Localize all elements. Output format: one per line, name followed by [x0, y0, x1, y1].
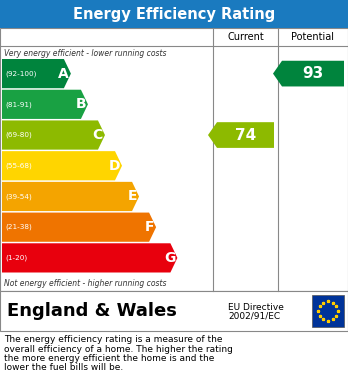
Polygon shape — [2, 90, 88, 119]
Text: (55-68): (55-68) — [5, 163, 32, 169]
Text: overall efficiency of a home. The higher the rating: overall efficiency of a home. The higher… — [4, 344, 233, 353]
Polygon shape — [2, 59, 71, 88]
Text: B: B — [75, 97, 86, 111]
Polygon shape — [2, 120, 105, 150]
Text: (69-80): (69-80) — [5, 132, 32, 138]
Bar — [312, 295, 344, 327]
Polygon shape — [2, 243, 177, 273]
Text: D: D — [109, 159, 120, 173]
Text: Not energy efficient - higher running costs: Not energy efficient - higher running co… — [4, 279, 166, 288]
Bar — [0, 28, 348, 291]
Text: G: G — [164, 251, 175, 265]
Text: EU Directive: EU Directive — [228, 303, 284, 312]
Text: the more energy efficient the home is and the: the more energy efficient the home is an… — [4, 354, 214, 363]
Text: C: C — [93, 128, 103, 142]
Polygon shape — [2, 182, 139, 211]
Text: A: A — [58, 66, 69, 81]
Text: 74: 74 — [235, 127, 256, 143]
Text: Energy Efficiency Rating: Energy Efficiency Rating — [73, 7, 275, 22]
Text: The energy efficiency rating is a measure of the: The energy efficiency rating is a measur… — [4, 335, 222, 344]
Text: lower the fuel bills will be.: lower the fuel bills will be. — [4, 364, 123, 373]
Bar — [0, 291, 348, 331]
Text: (81-91): (81-91) — [5, 101, 32, 108]
Polygon shape — [2, 213, 156, 242]
Polygon shape — [2, 151, 122, 180]
Text: (92-100): (92-100) — [5, 70, 37, 77]
Polygon shape — [208, 122, 274, 148]
Text: (21-38): (21-38) — [5, 224, 32, 230]
Text: Current: Current — [227, 32, 264, 42]
Text: E: E — [128, 190, 137, 203]
Text: England & Wales: England & Wales — [7, 302, 177, 320]
Text: 2002/91/EC: 2002/91/EC — [228, 312, 280, 321]
Text: F: F — [145, 220, 154, 234]
Text: (39-54): (39-54) — [5, 193, 32, 200]
Text: Very energy efficient - lower running costs: Very energy efficient - lower running co… — [4, 49, 166, 58]
Text: Potential: Potential — [292, 32, 334, 42]
Bar — [0, 0, 348, 28]
Text: 93: 93 — [302, 66, 324, 81]
Text: (1-20): (1-20) — [5, 255, 27, 261]
Polygon shape — [273, 61, 344, 86]
